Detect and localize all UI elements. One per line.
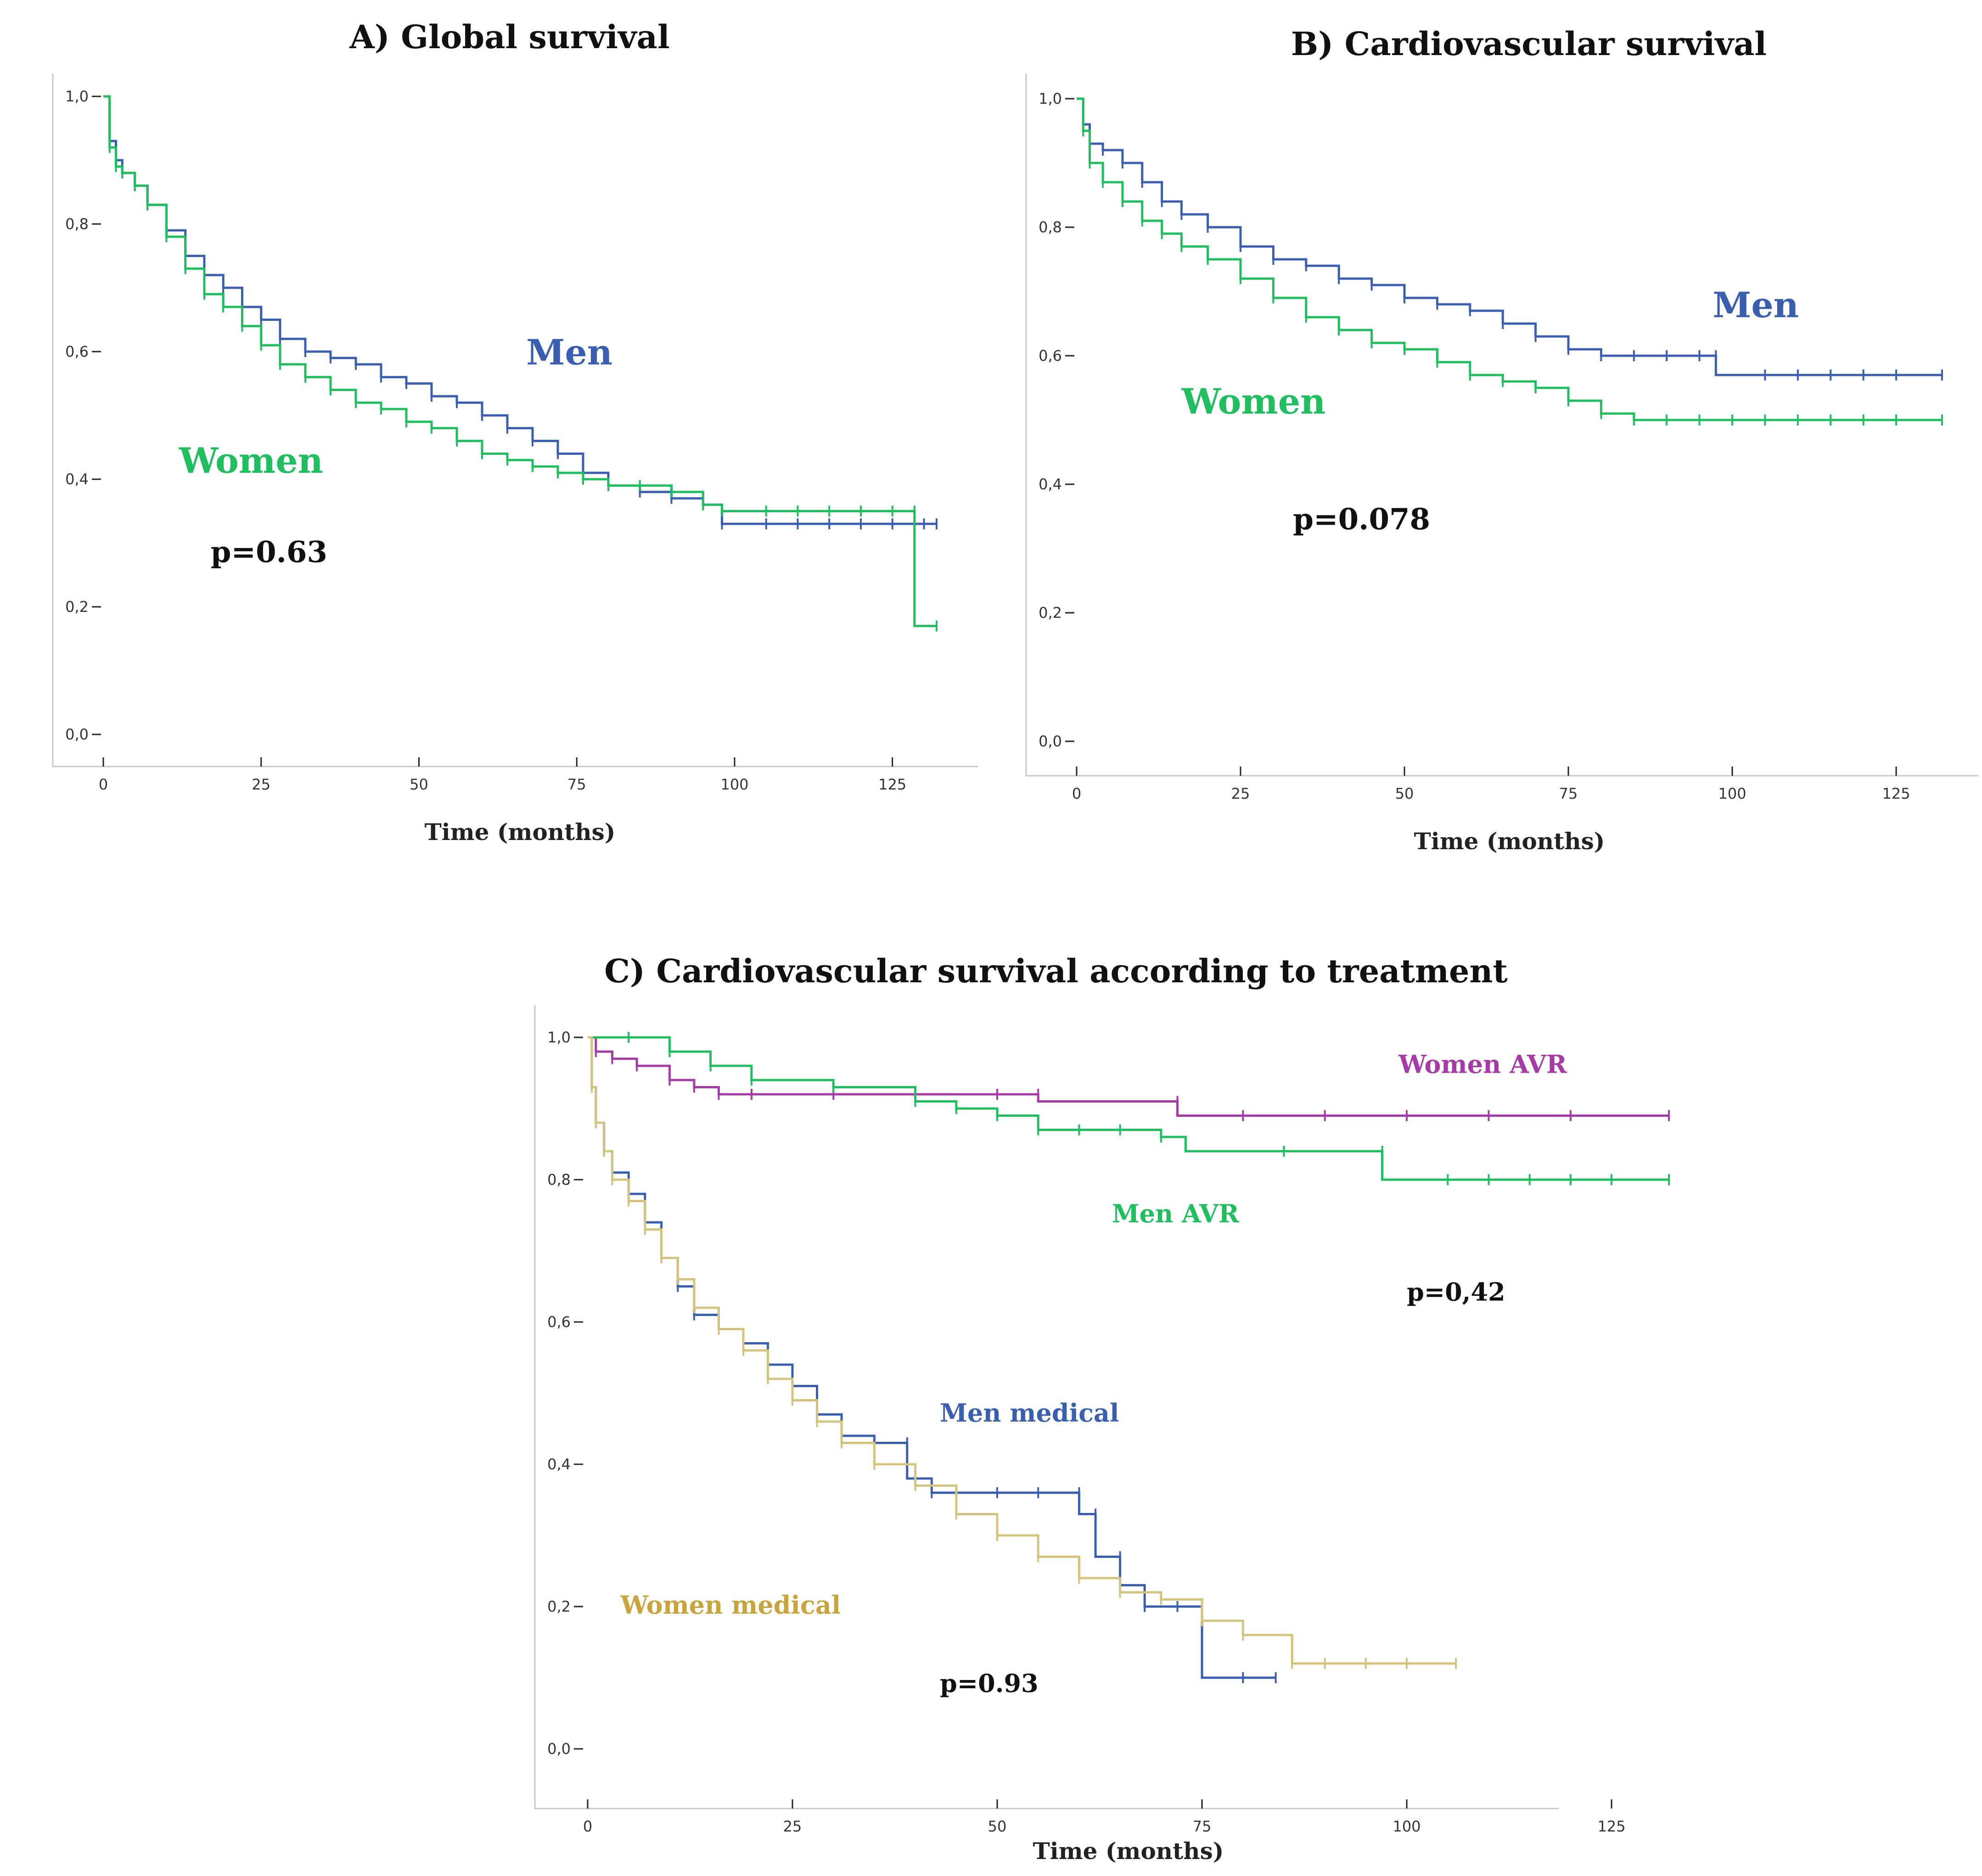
chart-title: B) Cardiovascular survival bbox=[1291, 25, 1767, 63]
x-tick-label: 0 bbox=[583, 1818, 592, 1835]
y-tick-label: 0,6 bbox=[65, 343, 89, 360]
x-tick-label: 75 bbox=[1193, 1818, 1212, 1835]
x-tick-label: 125 bbox=[1598, 1818, 1626, 1835]
annotation-women-medical: Women medical bbox=[620, 1590, 841, 1620]
series-line-men-avr bbox=[588, 1036, 1669, 1181]
x-axis-label: Time (months) bbox=[1414, 828, 1605, 855]
y-tick-label: 0,4 bbox=[1039, 476, 1062, 493]
annotation-men: Men bbox=[526, 332, 612, 373]
x-tick-label: 75 bbox=[567, 776, 586, 793]
y-tick-label: 0,8 bbox=[547, 1171, 571, 1188]
chart-title: C) Cardiovascular survival according to … bbox=[604, 952, 1508, 990]
x-tick-label: 50 bbox=[410, 776, 428, 793]
x-tick-label: 0 bbox=[1072, 785, 1081, 802]
annotation-men-avr: Men AVR bbox=[1112, 1199, 1240, 1228]
series-line-women bbox=[103, 95, 937, 627]
series-line-men-medical bbox=[588, 1036, 1276, 1679]
annotation-women: Women bbox=[1181, 381, 1325, 422]
plot-frame bbox=[52, 73, 978, 767]
y-tick-label: 0,2 bbox=[547, 1598, 571, 1615]
x-tick-label: 0 bbox=[99, 776, 108, 793]
x-tick-label: 25 bbox=[252, 776, 270, 793]
annotation-women: Women bbox=[179, 440, 323, 481]
plot-frame bbox=[1025, 73, 1979, 777]
series-line-women-medical bbox=[588, 1036, 1456, 1665]
x-tick-label: 100 bbox=[1393, 1818, 1421, 1835]
panel-c-cv-survival-by-treatment: C) Cardiovascular survival according to … bbox=[534, 952, 1670, 1865]
y-tick-label: 0,0 bbox=[1039, 733, 1062, 750]
x-tick-label: 125 bbox=[878, 776, 906, 793]
y-tick-label: 1,0 bbox=[1039, 90, 1062, 107]
series-line-men bbox=[1077, 97, 1942, 376]
y-tick-label: 0,2 bbox=[1039, 604, 1062, 622]
y-tick-label: 0,8 bbox=[65, 215, 89, 233]
series-line-women bbox=[1077, 97, 1942, 421]
x-tick-label: 125 bbox=[1882, 785, 1910, 802]
x-tick-label: 100 bbox=[1718, 785, 1746, 802]
x-axis-label: Time (months) bbox=[1033, 1837, 1224, 1865]
y-tick-label: 0,4 bbox=[65, 470, 89, 488]
y-tick-label: 0,2 bbox=[65, 598, 89, 616]
y-tick-label: 0,6 bbox=[1039, 347, 1062, 364]
y-tick-label: 0,0 bbox=[65, 726, 89, 743]
y-tick-label: 0,6 bbox=[547, 1313, 571, 1331]
y-tick-label: 0,8 bbox=[1039, 218, 1062, 236]
panel-b-cardiovascular-survival: B) Cardiovascular survival 0,0 0,2 0,4 0,6 0,… bbox=[1025, 25, 1979, 855]
x-tick-label: 100 bbox=[720, 776, 748, 793]
annotation-women-avr: Women AVR bbox=[1398, 1050, 1567, 1079]
plot-frame bbox=[534, 1005, 1559, 1809]
annotation-p-0-63: p=0.63 bbox=[211, 535, 327, 570]
y-tick-label: 1,0 bbox=[547, 1029, 571, 1046]
annotation-p-0-078: p=0.078 bbox=[1293, 502, 1430, 537]
x-tick-label: 50 bbox=[988, 1818, 1007, 1835]
y-tick-label: 1,0 bbox=[65, 88, 89, 105]
annotation-men: Men bbox=[1712, 285, 1799, 325]
chart-title: A) Global survival bbox=[349, 18, 669, 56]
y-tick-label: 0,0 bbox=[547, 1740, 571, 1758]
panel-a-global-survival: A) Global survival 0,0 0,2 0,4 0,6 0,8 1,0 0 25 5… bbox=[52, 18, 978, 846]
x-tick-label: 75 bbox=[1559, 785, 1578, 802]
annotation-p-0-93: p=0.93 bbox=[940, 1669, 1039, 1698]
x-tick-label: 25 bbox=[1231, 785, 1250, 802]
x-axis-label: Time (months) bbox=[425, 818, 616, 846]
y-tick-label: 0,4 bbox=[547, 1456, 571, 1473]
x-tick-label: 50 bbox=[1395, 785, 1414, 802]
annotation-p-0-42: p=0,42 bbox=[1407, 1277, 1505, 1307]
x-tick-label: 25 bbox=[783, 1818, 802, 1835]
annotation-men-medical: Men medical bbox=[940, 1398, 1119, 1428]
